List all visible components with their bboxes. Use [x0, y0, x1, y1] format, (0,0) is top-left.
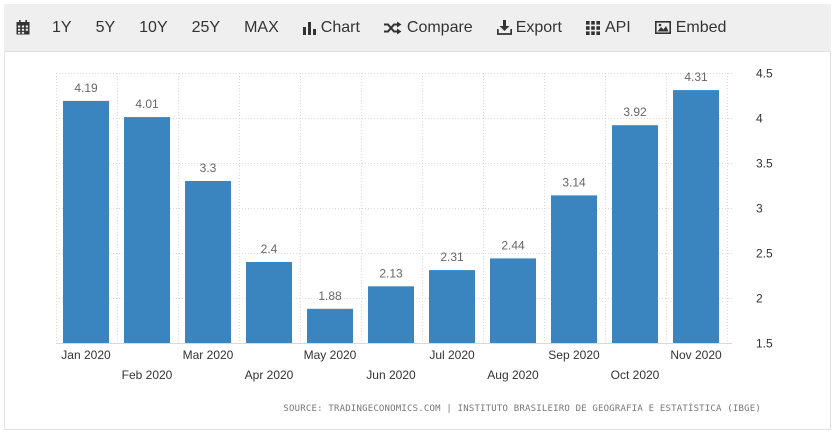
- api-label: API: [604, 18, 631, 36]
- bar-chart-icon: [302, 21, 317, 35]
- embed-button[interactable]: Embed: [654, 18, 727, 37]
- embed-label: Embed: [675, 18, 727, 36]
- y-tick-label: 1.5: [756, 337, 773, 351]
- x-tick-label: Aug 2020: [487, 368, 539, 382]
- data-label: 4.31: [684, 70, 708, 84]
- bar[interactable]: [673, 90, 719, 343]
- range-5y-label: 5Y: [95, 18, 116, 36]
- range-10y-label: 10Y: [139, 18, 168, 36]
- bar[interactable]: [124, 117, 170, 343]
- data-label: 1.88: [318, 289, 342, 303]
- x-tick-label: Nov 2020: [670, 348, 722, 362]
- data-label: 3.14: [562, 175, 586, 189]
- bar[interactable]: [551, 195, 597, 343]
- range-max-button[interactable]: MAX: [244, 19, 279, 37]
- y-tick-label: 3.5: [756, 157, 773, 171]
- y-tick-label: 2.5: [756, 247, 773, 261]
- shuffle-icon: [383, 21, 402, 35]
- range-max-label: MAX: [244, 18, 279, 36]
- bar[interactable]: [612, 125, 658, 343]
- range-10y-button[interactable]: 10Y: [139, 19, 167, 37]
- range-1y-label: 1Y: [52, 18, 72, 36]
- export-button[interactable]: Export: [496, 18, 562, 37]
- y-tick-label: 3: [756, 202, 763, 216]
- bar[interactable]: [63, 100, 109, 344]
- x-tick-label: Jun 2020: [366, 368, 416, 382]
- x-tick-label: Apr 2020: [245, 368, 294, 382]
- data-label: 4.01: [135, 97, 159, 111]
- x-tick-label: Feb 2020: [122, 368, 173, 382]
- data-label: 3.3: [200, 161, 217, 175]
- range-25y-button[interactable]: 25Y: [192, 19, 220, 37]
- data-label: 4.19: [74, 81, 98, 95]
- compare-label: Compare: [406, 18, 473, 36]
- x-tick-label: Jan 2020: [61, 348, 111, 362]
- chart-button[interactable]: Chart: [302, 18, 360, 37]
- y-tick-label: 4: [756, 112, 763, 126]
- export-label: Export: [515, 18, 562, 36]
- data-label: 2.13: [379, 266, 403, 280]
- y-tick-label: 2: [756, 292, 763, 306]
- x-tick-label: Oct 2020: [611, 368, 660, 382]
- download-icon: [496, 20, 512, 35]
- api-button[interactable]: API: [585, 18, 631, 37]
- bar[interactable]: [246, 262, 292, 343]
- data-label: 2.31: [440, 250, 464, 264]
- range-1y-button[interactable]: 1Y: [52, 19, 72, 37]
- calendar-icon: [16, 20, 30, 35]
- image-icon: [654, 21, 671, 34]
- compare-button[interactable]: Compare: [383, 18, 473, 37]
- range-25y-label: 25Y: [191, 18, 221, 36]
- x-tick-label: Sep 2020: [548, 348, 600, 362]
- chart-label: Chart: [320, 18, 360, 36]
- data-label: 2.4: [261, 242, 278, 256]
- grid-icon: [585, 20, 600, 35]
- bar[interactable]: [490, 258, 536, 343]
- bar[interactable]: [307, 308, 353, 343]
- bar[interactable]: [185, 181, 231, 343]
- y-tick-label: 4.5: [756, 67, 773, 81]
- range-5y-button[interactable]: 5Y: [96, 19, 116, 37]
- x-tick-label: Jul 2020: [429, 348, 475, 362]
- calendar-button[interactable]: [16, 20, 30, 35]
- bar[interactable]: [429, 270, 475, 343]
- data-label: 2.44: [501, 238, 525, 252]
- source-note: SOURCE: TRADINGECONOMICS.COM | INSTITUTO…: [283, 402, 761, 414]
- toolbar: 1Y 5Y 10Y 25Y MAX Chart Compare Export A…: [4, 4, 831, 52]
- x-tick-label: Mar 2020: [183, 348, 234, 362]
- bar[interactable]: [368, 286, 414, 343]
- x-tick-label: May 2020: [304, 348, 357, 362]
- data-label: 3.92: [623, 105, 647, 119]
